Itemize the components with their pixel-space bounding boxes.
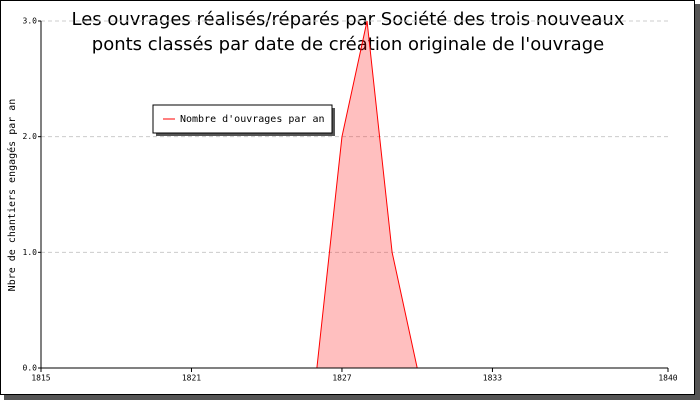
y-tick-label: 1.0 (23, 248, 38, 257)
x-tick-label: 1815 (31, 374, 50, 383)
chart-title: Les ouvrages réalisés/réparés par Sociét… (72, 9, 625, 30)
x-tick-label: 1821 (182, 374, 201, 383)
legend-label: Nombre d'ouvrages par an (180, 114, 325, 125)
y-axis-label: Nbre de chantiers engagés par an (6, 99, 18, 292)
area (316, 21, 418, 368)
y-tick-label: 0.0 (23, 364, 38, 373)
x-tick-label: 1827 (332, 374, 351, 383)
x-tick-label: 1840 (658, 374, 677, 383)
y-tick-label: 3.0 (23, 17, 38, 26)
y-tick-label: 2.0 (23, 132, 38, 141)
x-tick-label: 1833 (483, 374, 502, 383)
legend-box (152, 104, 333, 134)
area-line (316, 20, 418, 369)
chart-title: ponts classés par date de création origi… (92, 34, 604, 55)
frame (0, 0, 695, 395)
